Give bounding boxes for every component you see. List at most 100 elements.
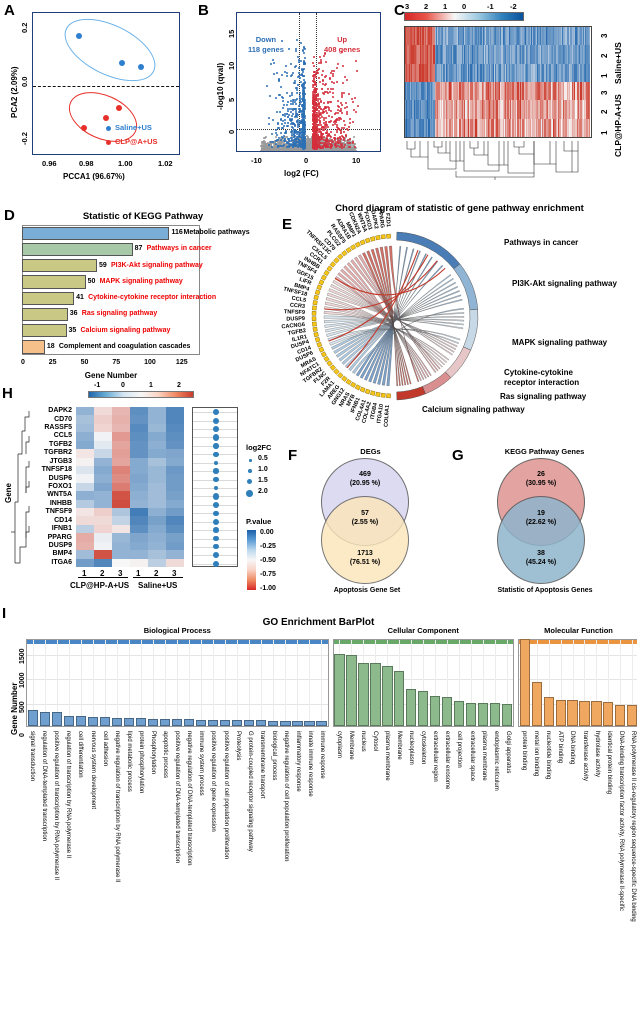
chord-gene-sector bbox=[375, 235, 381, 241]
volcano-point bbox=[316, 150, 319, 151]
chord-gene-sector bbox=[313, 331, 319, 338]
volcano-point bbox=[261, 150, 264, 151]
volcano-point bbox=[348, 150, 351, 151]
pca-point-saline-1 bbox=[76, 33, 82, 39]
volcano-point bbox=[309, 150, 312, 151]
volcano-point bbox=[320, 58, 323, 61]
chord-gene-sector bbox=[314, 336, 321, 343]
gene-heatmap-cell bbox=[94, 407, 112, 416]
volcano-point bbox=[321, 79, 324, 82]
volcano-point bbox=[355, 110, 358, 113]
pca-plot-area: Saline+US CLP@A+US bbox=[32, 6, 180, 155]
volcano-hline bbox=[237, 129, 380, 130]
volcano-point bbox=[323, 83, 326, 86]
heatmap-dendrogram bbox=[406, 141, 579, 180]
volcano-point bbox=[323, 55, 326, 58]
volcano-point bbox=[268, 95, 271, 98]
volcano-point bbox=[264, 150, 267, 151]
chord-gene-label: COL6A1 bbox=[383, 404, 391, 428]
volcano-point bbox=[305, 150, 308, 151]
kegg-bar bbox=[22, 324, 67, 338]
volcano-point bbox=[300, 150, 303, 151]
kegg-xtick: 25 bbox=[48, 359, 57, 366]
volcano-point bbox=[296, 55, 299, 58]
volcano-point bbox=[297, 150, 300, 151]
volcano-point bbox=[294, 103, 297, 106]
venn-f-top-value: 469 bbox=[359, 471, 371, 478]
gene-heatmap-cell bbox=[112, 465, 130, 475]
volcano-point bbox=[280, 135, 283, 138]
volcano-point bbox=[342, 130, 345, 133]
chord-pathway-label-0: Pathways in cancer bbox=[504, 238, 579, 247]
volcano-point bbox=[278, 150, 281, 151]
volcano-point bbox=[289, 142, 292, 145]
volcano-point bbox=[337, 145, 340, 148]
volcano-point bbox=[345, 149, 348, 151]
gene-heatmap-cell bbox=[130, 432, 148, 441]
volcano-point bbox=[356, 105, 359, 108]
heatmap-cell bbox=[588, 45, 591, 64]
volcano-point bbox=[335, 150, 338, 151]
heatmap-cell bbox=[588, 63, 591, 82]
gene-heatmap-cell bbox=[112, 474, 130, 483]
gene-label: CD14 bbox=[54, 516, 72, 524]
volcano-point bbox=[288, 148, 291, 151]
volcano-point bbox=[347, 150, 350, 151]
chord-gene-sector bbox=[364, 388, 371, 395]
volcano-point bbox=[273, 62, 276, 65]
volcano-yaxis-label: -log10 (qval) bbox=[216, 62, 225, 110]
volcano-point bbox=[313, 150, 316, 151]
chord-gene-sector bbox=[333, 368, 340, 375]
volcano-point bbox=[303, 137, 306, 140]
volcano-point bbox=[292, 150, 295, 151]
volcano-point bbox=[313, 150, 316, 151]
venn-g-mid-value: 19 bbox=[537, 510, 545, 517]
volcano-point bbox=[284, 150, 287, 151]
volcano-point bbox=[284, 115, 287, 118]
volcano-point bbox=[307, 150, 310, 151]
volcano-point bbox=[272, 150, 275, 151]
volcano-point bbox=[277, 150, 280, 151]
volcano-point bbox=[330, 110, 333, 113]
gene-heatmap-cell bbox=[94, 440, 112, 450]
volcano-point bbox=[273, 140, 276, 143]
volcano-point bbox=[292, 138, 295, 141]
gene-heatmap-cell bbox=[166, 474, 184, 483]
kegg-bar-count: 35 bbox=[68, 326, 77, 334]
volcano-point bbox=[307, 137, 310, 140]
venn-f-mid-value: 57 bbox=[361, 510, 369, 517]
gene-label: CCL5 bbox=[53, 432, 72, 440]
volcano-point bbox=[330, 150, 333, 151]
venn-f-bottom-value: 1713 bbox=[357, 550, 373, 557]
volcano-point bbox=[335, 80, 338, 83]
gene-heatmap-cell bbox=[112, 432, 130, 441]
heatmap-sample-top-1: 1 bbox=[600, 73, 609, 78]
volcano-point bbox=[345, 150, 348, 151]
gene-heatmap-row bbox=[76, 457, 184, 466]
gene-heatmap-cell bbox=[148, 407, 166, 416]
volcano-point bbox=[307, 148, 310, 151]
volcano-point bbox=[281, 140, 284, 143]
venn-f-top-pct: (20.95 %) bbox=[349, 480, 381, 488]
gene-heatmap-cell bbox=[76, 449, 94, 458]
volcano-point bbox=[314, 141, 317, 144]
pca-legend-dot-clp bbox=[106, 140, 111, 145]
gene-heatmap-cell bbox=[94, 465, 112, 475]
volcano-point bbox=[332, 142, 335, 145]
volcano-point bbox=[290, 118, 293, 121]
volcano-point bbox=[287, 48, 290, 51]
heatmap-scale-neg2: -2 bbox=[510, 2, 517, 11]
volcano-point bbox=[302, 150, 305, 151]
chord-pathway-sector bbox=[445, 346, 472, 379]
gene-heatmap-cell bbox=[130, 465, 148, 475]
gene-label: ITGA6 bbox=[51, 558, 72, 566]
venn-g-bottom-label: Statistic of Apoptosis Genes bbox=[497, 587, 593, 594]
gene-heatmap-cell bbox=[76, 457, 94, 466]
heatmap-sample-top-2: 2 bbox=[600, 53, 609, 58]
gene-heatmap-grid bbox=[76, 407, 184, 568]
volcano-point bbox=[295, 150, 298, 151]
volcano-point bbox=[322, 133, 325, 136]
chord-gene-sector bbox=[323, 269, 330, 277]
heatmap-row bbox=[405, 100, 591, 119]
pca-ytick-2: -0.2 bbox=[20, 132, 29, 145]
